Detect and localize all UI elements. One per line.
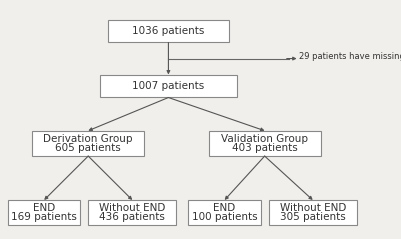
Text: 100 patients: 100 patients — [192, 212, 257, 222]
FancyBboxPatch shape — [188, 200, 261, 225]
Text: 169 patients: 169 patients — [11, 212, 77, 222]
FancyBboxPatch shape — [209, 131, 321, 156]
Text: 305 patients: 305 patients — [280, 212, 346, 222]
Text: 1036 patients: 1036 patients — [132, 26, 205, 36]
Text: 1007 patients: 1007 patients — [132, 81, 205, 91]
Text: Validation Group: Validation Group — [221, 134, 308, 144]
Text: END: END — [213, 203, 236, 213]
Text: 403 patients: 403 patients — [232, 143, 298, 153]
Text: Derivation Group: Derivation Group — [43, 134, 133, 144]
Text: 605 patients: 605 patients — [55, 143, 121, 153]
Text: 436 patients: 436 patients — [99, 212, 165, 222]
FancyBboxPatch shape — [8, 200, 80, 225]
Text: END: END — [33, 203, 55, 213]
Text: Without END: Without END — [99, 203, 166, 213]
FancyBboxPatch shape — [269, 200, 357, 225]
FancyBboxPatch shape — [88, 200, 176, 225]
FancyBboxPatch shape — [32, 131, 144, 156]
FancyBboxPatch shape — [100, 75, 237, 98]
Text: 29 patients have missing data: 29 patients have missing data — [299, 52, 401, 61]
FancyBboxPatch shape — [108, 20, 229, 43]
Text: Without END: Without END — [279, 203, 346, 213]
